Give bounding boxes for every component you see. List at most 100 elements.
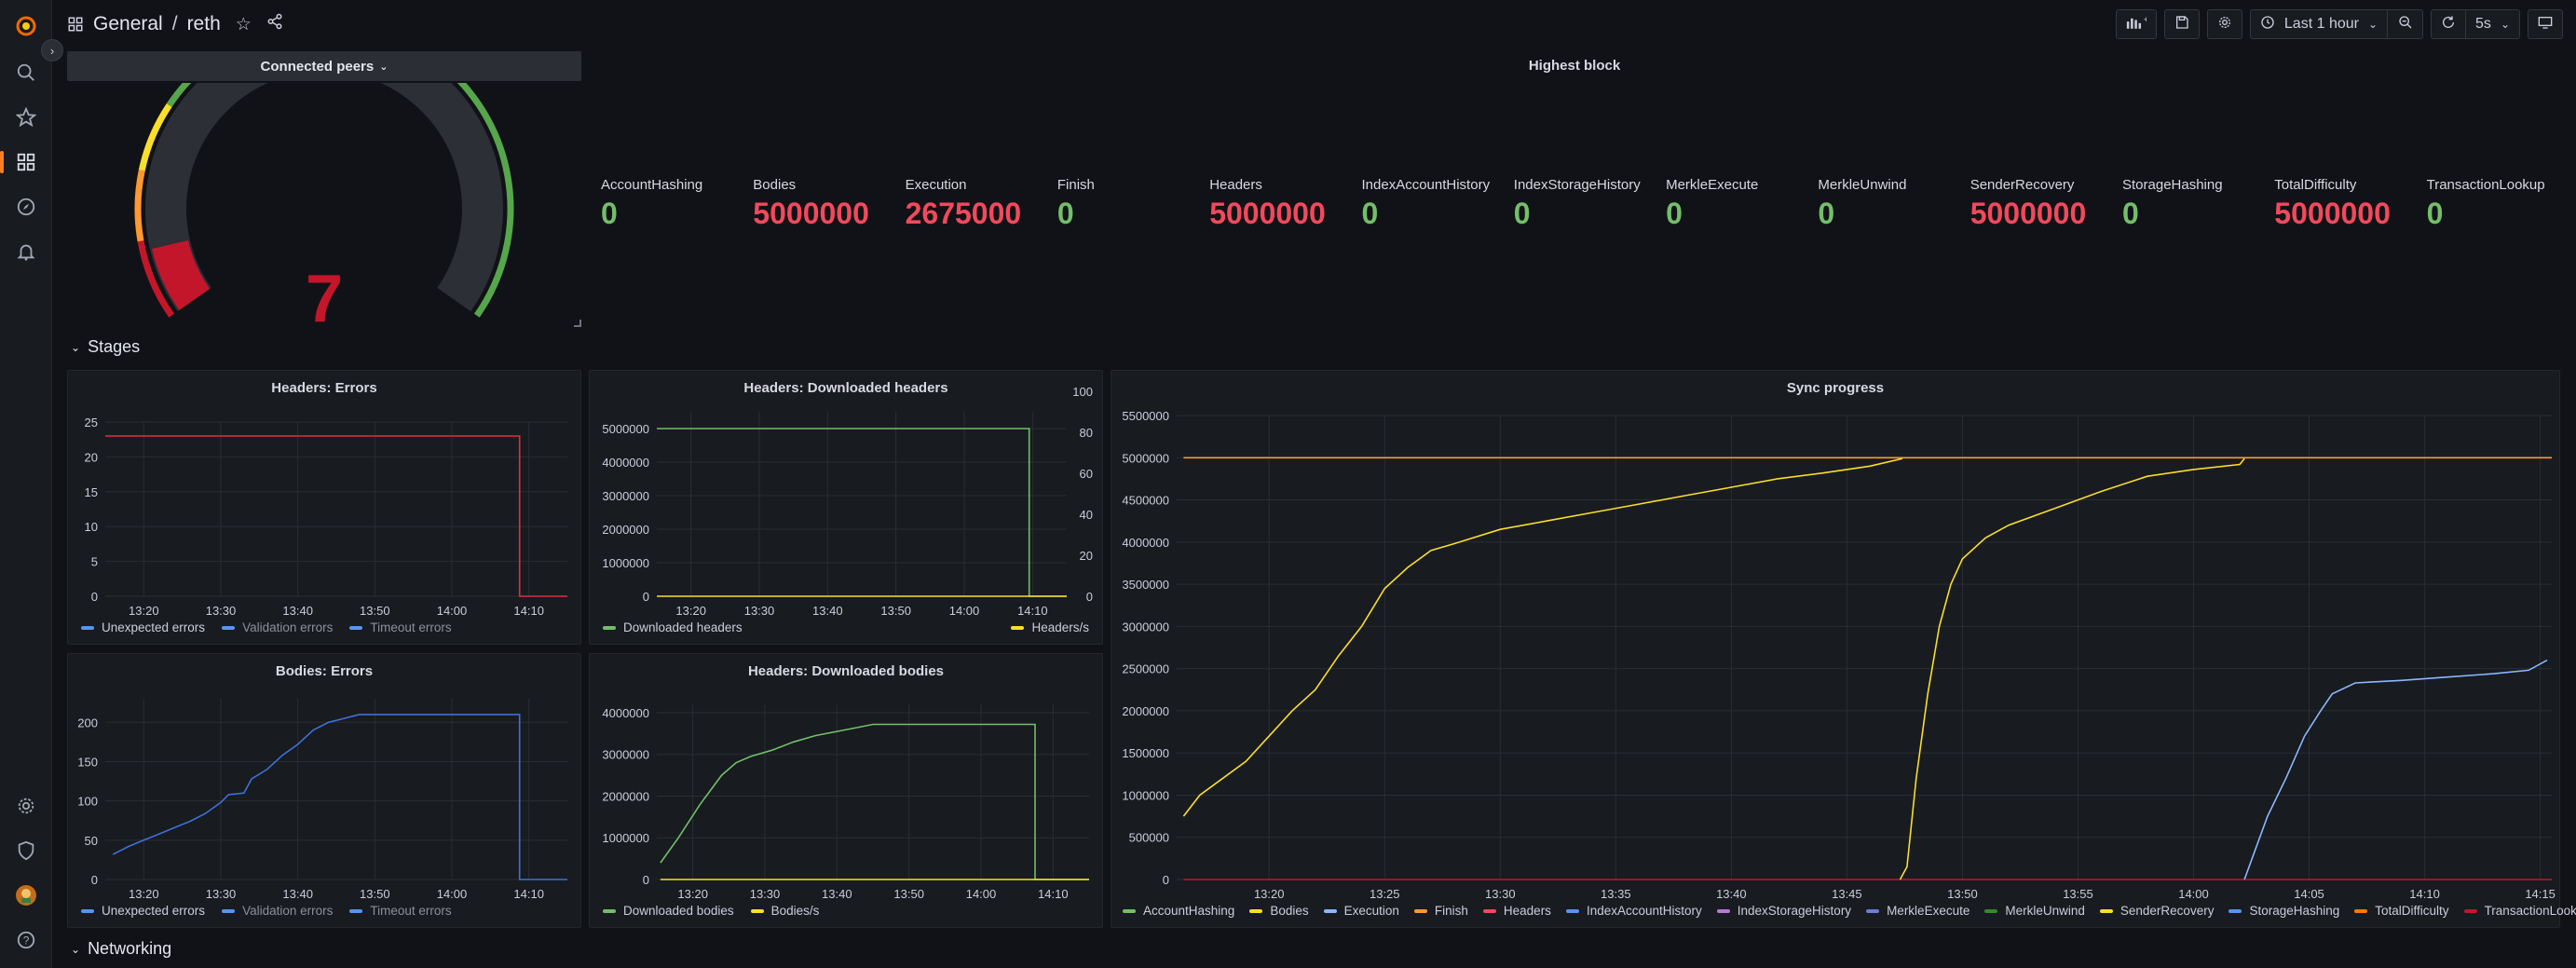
- headers-downloaded-chart: 0 1000000 2000000 3000000 4000000 5000000 0 20 4…: [602, 385, 1093, 618]
- zoom-out-icon: [2398, 15, 2413, 34]
- stat-label: MerkleUnwind: [1818, 177, 1907, 193]
- stages-row-header[interactable]: ⌄ Stages: [71, 337, 140, 357]
- x-tick-label: 14:00: [437, 604, 468, 618]
- legend-item[interactable]: MerkleUnwind: [1984, 904, 2085, 918]
- gear-icon[interactable]: [13, 793, 39, 819]
- sidebar-expand-button[interactable]: ›: [41, 39, 63, 61]
- save-dashboard-button[interactable]: [2163, 9, 2200, 39]
- stat-totaldifficulty: TotalDifficulty 5000000: [2274, 177, 2391, 231]
- legend-item[interactable]: Headers: [1482, 904, 1551, 918]
- x-tick-label: 13:30: [750, 887, 781, 901]
- x-tick-label: 13:45: [1832, 887, 1862, 901]
- legend-item[interactable]: StorageHashing: [2228, 904, 2339, 918]
- stat-value: 0: [2122, 197, 2139, 230]
- legend-item[interactable]: Execution: [1323, 904, 1399, 918]
- y-tick-label: 0: [91, 873, 98, 887]
- legend-swatch: [2463, 908, 2477, 913]
- chevron-down-icon: ⌄: [379, 61, 388, 73]
- legend-label: SenderRecovery: [2119, 904, 2215, 918]
- stat-indexstoragehistory: IndexStorageHistory 0: [1514, 177, 1641, 231]
- legend-item[interactable]: Validation errors: [222, 620, 333, 634]
- y-tick-label: 2000000: [602, 523, 649, 537]
- search-icon[interactable]: [13, 60, 39, 86]
- time-range-group: Last 1 hour ⌄: [2249, 9, 2424, 41]
- chevron-down-icon: ⌄: [71, 942, 81, 956]
- legend-label: Timeout errors: [370, 620, 452, 634]
- legend-item[interactable]: Bodies: [1249, 904, 1309, 918]
- explore-icon[interactable]: [13, 194, 39, 220]
- connected-peers-header[interactable]: Connected peers ⌄: [67, 51, 581, 81]
- y-tick-label: 5000000: [1122, 451, 1169, 465]
- legend-item[interactable]: TransactionLookup: [2463, 904, 2576, 918]
- legend-item[interactable]: Downloaded headers: [603, 620, 743, 634]
- star-icon[interactable]: ☆: [235, 14, 252, 34]
- legend-item[interactable]: Unexpected errors: [81, 904, 205, 918]
- zoom-out-button[interactable]: [2388, 9, 2424, 39]
- gauge-track: [145, 83, 503, 312]
- legend-item[interactable]: Headers/s: [1011, 620, 1089, 634]
- headers-downloaded-legend: Downloaded headers Headers/s: [603, 620, 1089, 634]
- legend-item[interactable]: Downloaded bodies: [603, 904, 734, 918]
- dashboards-icon[interactable]: [0, 149, 39, 175]
- legend-label: Downloaded bodies: [623, 904, 734, 918]
- legend-item[interactable]: Finish: [1413, 904, 1468, 918]
- headers-errors-legend: Unexpected errors Validation errors Timeou…: [81, 620, 452, 634]
- legend-label: Unexpected errors: [102, 904, 206, 918]
- series-line: [657, 428, 1067, 597]
- legend-item[interactable]: TotalDifficulty: [2354, 904, 2449, 918]
- time-range-picker[interactable]: Last 1 hour ⌄: [2249, 9, 2389, 39]
- y2-tick-label: 80: [1080, 426, 1093, 440]
- avatar[interactable]: [13, 882, 39, 908]
- tv-mode-button[interactable]: [2528, 9, 2563, 39]
- legend-item[interactable]: Unexpected errors: [81, 620, 205, 634]
- stat-value: 2675000: [905, 197, 1022, 230]
- x-tick-label: 13:20: [129, 604, 159, 618]
- alert-bell-icon[interactable]: [13, 239, 39, 265]
- grafana-logo-icon[interactable]: [13, 13, 39, 39]
- x-tick-label: 14:10: [2409, 887, 2440, 901]
- legend-item[interactable]: Validation errors: [222, 904, 333, 918]
- refresh-button[interactable]: [2431, 9, 2467, 39]
- share-icon[interactable]: [266, 13, 283, 35]
- breadcrumb-folder[interactable]: General: [93, 13, 163, 34]
- legend-swatch: [81, 625, 94, 630]
- networking-row-header[interactable]: ⌄ Networking: [71, 939, 171, 959]
- y-tick-label: 1000000: [602, 556, 649, 570]
- networking-row-title: Networking: [88, 939, 172, 958]
- legend-swatch: [1011, 625, 1025, 630]
- breadcrumb-dashboard[interactable]: reth: [186, 13, 221, 34]
- add-panel-button[interactable]: +: [2115, 9, 2157, 39]
- panel-resize-handle[interactable]: [574, 320, 581, 327]
- stages-row-title: Stages: [88, 337, 141, 356]
- x-tick-label: 14:10: [513, 887, 544, 901]
- legend-item[interactable]: IndexAccountHistory: [1565, 904, 1702, 918]
- dashboard-settings-button[interactable]: [2206, 9, 2242, 39]
- connected-peers-title: Connected peers: [260, 58, 375, 75]
- stat-merkleexecute: MerkleExecute 0: [1666, 177, 1758, 231]
- stat-storagehashing: StorageHashing 0: [2122, 177, 2223, 231]
- shield-icon[interactable]: [13, 838, 39, 864]
- help-icon[interactable]: ?: [13, 927, 39, 953]
- y-tick-label: 5500000: [1122, 409, 1169, 423]
- y2-tick-label: 40: [1080, 508, 1093, 522]
- legend-item[interactable]: SenderRecovery: [2099, 904, 2215, 918]
- legend-item[interactable]: IndexStorageHistory: [1716, 904, 1851, 918]
- x-tick-label: 13:20: [129, 887, 159, 901]
- stat-value: 0: [1818, 197, 1835, 230]
- y-tick-label: 1000000: [1122, 788, 1169, 802]
- x-tick-label: 13:35: [1601, 887, 1631, 901]
- legend-swatch: [349, 625, 363, 630]
- legend-swatch: [1482, 908, 1496, 913]
- star-icon[interactable]: [13, 104, 39, 130]
- legend-item[interactable]: Bodies/s: [750, 904, 819, 918]
- stat-value: 5000000: [753, 197, 869, 230]
- legend-item[interactable]: Timeout errors: [349, 904, 452, 918]
- legend-label: Validation errors: [242, 620, 334, 634]
- stat-label: Bodies: [753, 177, 797, 193]
- legend-item[interactable]: Timeout errors: [349, 620, 452, 634]
- legend-item[interactable]: AccountHashing: [1123, 904, 1234, 918]
- stat-execution: Execution 2675000: [906, 177, 1022, 231]
- refresh-interval-picker[interactable]: 5s ⌄: [2466, 9, 2520, 39]
- legend-item[interactable]: MerkleExecute: [1866, 904, 1969, 918]
- gauge-chart: 7: [134, 83, 514, 327]
